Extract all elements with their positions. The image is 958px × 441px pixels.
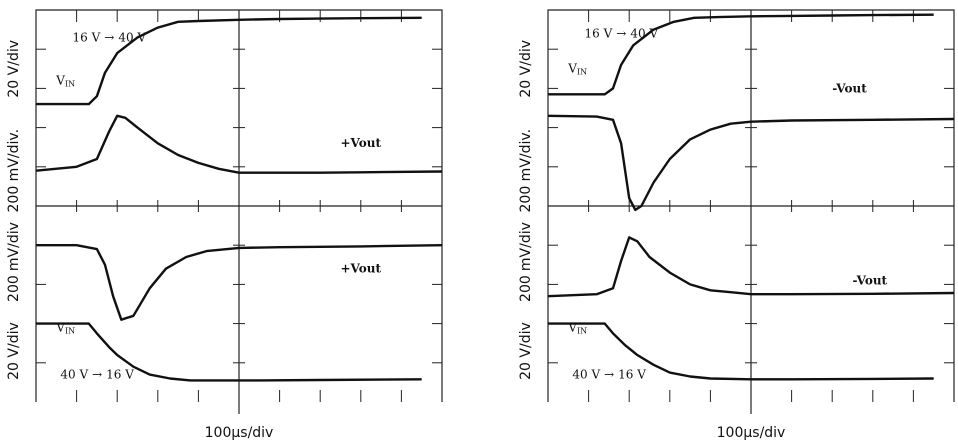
y-axis-label: 200 — [518, 275, 534, 302]
annotation-label: -Vout — [832, 81, 867, 95]
annotation-label: +Vout — [341, 136, 382, 150]
y-axis-label: 200 mV/div. — [6, 129, 22, 213]
trace-vout_neg_bottom — [547, 236, 955, 298]
annotation-label: VIN — [55, 73, 75, 88]
y-axis-label: 20 V/div — [6, 322, 22, 380]
annotation-label: -Vout — [853, 273, 888, 287]
trace-vout_pos_bottom — [36, 244, 443, 321]
annotation-label: 16 V → 40 V — [585, 26, 659, 40]
annotation-label: VIN — [567, 320, 587, 335]
annotation-label: 16 V → 40 V — [73, 30, 147, 44]
trace-vout_pos_top — [35, 114, 443, 174]
y-axis-label: 20 V/div — [518, 40, 534, 98]
y-axis-label: 20 V/div — [6, 40, 22, 98]
annotation-label: VIN — [567, 62, 587, 77]
y-axis-label: 200 — [6, 275, 22, 302]
x-axis-label: 100µs/div — [717, 425, 786, 441]
y-axis-label: 200 mV/div. — [518, 129, 534, 213]
trace-vout_neg_top — [547, 114, 955, 212]
annotation-label: 40 V → 16 V — [60, 367, 134, 381]
trace-vin_fall — [36, 322, 422, 382]
x-axis-label: 100µs/div — [205, 425, 274, 441]
chart-panel-2: 16 V → 40 V VIN -Vout -Vout VIN 40 V → 16 V 20 V/d… — [518, 9, 955, 441]
chart-panel-1: 16 V → 40 V VIN +Vout +Vout VIN 40 V → 16 V 20 V/d… — [6, 9, 443, 441]
y-axis-label: 20 V/div — [518, 322, 534, 380]
annotation-label: 40 V → 16 V — [572, 367, 646, 381]
annotation-label: +Vout — [341, 262, 382, 276]
trace-vin_rise — [36, 16, 422, 106]
trace-vin_rise — [548, 13, 934, 96]
y-axis-label: mV/div — [6, 222, 22, 271]
trace-vin_fall — [548, 322, 934, 381]
y-axis-label: mV/div — [518, 222, 534, 271]
annotation-label: VIN — [55, 320, 75, 335]
